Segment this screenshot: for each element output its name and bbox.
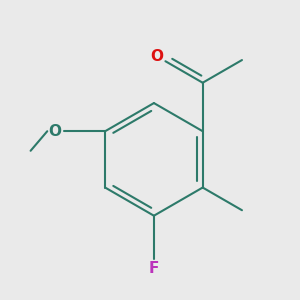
Text: O: O (150, 49, 163, 64)
Text: F: F (149, 261, 159, 276)
Text: O: O (49, 124, 62, 139)
